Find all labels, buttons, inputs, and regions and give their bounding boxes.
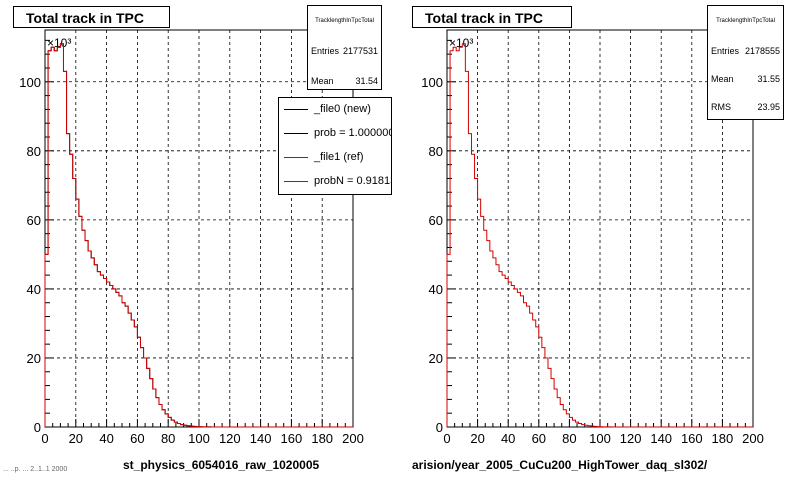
left-y-tick-label: 60 xyxy=(27,213,41,228)
right-stats-name: TracklengthInTpcTotal xyxy=(716,18,775,24)
left-mean-value: 31.54 xyxy=(355,76,378,86)
legend-swatch-probn xyxy=(284,181,308,182)
legend-label-probn: probN = 0.918137 xyxy=(314,175,391,187)
right-y-tick-label: 40 xyxy=(429,282,443,297)
right-rms-label: RMS xyxy=(711,102,731,112)
left-y-tick-label: 80 xyxy=(27,144,41,159)
right-stats-box: TracklengthInTpcTotal Entries 2178555 Me… xyxy=(707,5,784,120)
legend-entry-file1: _file1 (ref) xyxy=(279,148,391,168)
right-mean-label: Mean xyxy=(711,74,734,84)
left-x-filename: st_physics_6054016_raw_1020005 xyxy=(123,458,320,472)
right-plot: 0 20 40 60 80 100 120 140 160 180 200 0 20 40 60 80 100 ×… xyxy=(421,29,764,446)
legend-swatch-file1 xyxy=(284,157,308,158)
left-x-tick-label: 200 xyxy=(342,431,364,446)
left-x-tick-label: 120 xyxy=(219,431,241,446)
right-x-tick-label: 120 xyxy=(620,431,642,446)
left-entries-label: Entries xyxy=(311,46,340,56)
left-series-ref xyxy=(44,43,353,428)
left-stats-name: TracklengthInTpcTotal xyxy=(315,18,374,24)
legend-box: _file0 (new) prob = 1.000000 _file1 (ref… xyxy=(278,97,392,195)
right-x-tick-label: 40 xyxy=(501,431,515,446)
right-y-tick-label: 20 xyxy=(429,351,443,366)
legend-entry-probn: probN = 0.918137 xyxy=(279,172,391,192)
right-series-ref xyxy=(446,43,753,428)
left-mean-label: Mean xyxy=(311,76,334,86)
right-y-tick-label: 0 xyxy=(436,420,443,435)
legend-swatch-prob xyxy=(284,133,308,134)
right-x-tick-label: 160 xyxy=(681,431,703,446)
right-y-exponent: ×10³ xyxy=(449,36,473,50)
right-x-tick-label: 180 xyxy=(712,431,734,446)
left-y-exponent: ×10³ xyxy=(47,36,71,50)
left-y-tick-label: 0 xyxy=(34,420,41,435)
legend-entry-file0: _file0 (new) xyxy=(279,100,391,120)
left-x-tick-label: 80 xyxy=(161,431,175,446)
right-y-tick-label: 60 xyxy=(429,213,443,228)
right-y-tick-label: 80 xyxy=(429,144,443,159)
left-x-tick-label: 60 xyxy=(130,431,144,446)
right-title: Total track in TPC xyxy=(425,10,543,26)
left-stats-box: TracklengthInTpcTotal Entries 2177531 Me… xyxy=(307,5,382,90)
left-y-tick-label: 20 xyxy=(27,351,41,366)
right-stats-mean: Mean 31.55 xyxy=(711,74,780,86)
left-title-box: Total track in TPC xyxy=(13,6,170,28)
left-x-tick-label: 0 xyxy=(41,431,48,446)
right-x-tick-label: 20 xyxy=(470,431,484,446)
left-x-tick-label: 100 xyxy=(188,431,210,446)
right-x-tick-label: 140 xyxy=(650,431,672,446)
right-title-box: Total track in TPC xyxy=(412,6,572,28)
right-x-tick-label: 200 xyxy=(742,431,764,446)
right-x-tick-label: 100 xyxy=(589,431,611,446)
right-x-tick-label: 0 xyxy=(443,431,450,446)
right-y-tick-label: 100 xyxy=(421,75,443,90)
right-x-filename: arision/year_2005_CuCu200_HighTower_daq_… xyxy=(412,458,708,472)
legend-entry-prob: prob = 1.000000 xyxy=(279,124,391,144)
left-y-tick-label: 100 xyxy=(19,75,41,90)
left-x-tick-label: 180 xyxy=(311,431,333,446)
left-entries-value: 2177531 xyxy=(342,46,378,56)
right-entries-value: 2178555 xyxy=(744,46,780,56)
left-x-tick-label: 20 xyxy=(69,431,83,446)
right-stats-entries: Entries 2178555 xyxy=(711,46,780,58)
right-x-tick-label: 80 xyxy=(562,431,576,446)
right-rms-value: 23.95 xyxy=(757,102,780,112)
left-x-tick-label: 140 xyxy=(250,431,272,446)
left-stats-mean: Mean 31.54 xyxy=(311,76,378,88)
left-plot: 0 20 40 60 80 100 120 140 160 180 200 0 20 40 60 80 100 ×… xyxy=(19,29,364,446)
left-y-tick-label: 40 xyxy=(27,282,41,297)
right-mean-value: 31.55 xyxy=(757,74,780,84)
legend-label-file1: _file1 (ref) xyxy=(314,151,364,163)
legend-swatch-file0 xyxy=(284,109,308,110)
left-title: Total track in TPC xyxy=(26,10,144,26)
left-x-tick-label: 40 xyxy=(99,431,113,446)
footer-text: ... ..p. ... 2..1..1 2000 xyxy=(3,466,68,473)
right-entries-label: Entries xyxy=(711,46,740,56)
legend-label-prob: prob = 1.000000 xyxy=(314,127,392,139)
right-x-tick-label: 60 xyxy=(532,431,546,446)
left-stats-entries: Entries 2177531 xyxy=(311,46,378,58)
left-x-tick-label: 160 xyxy=(281,431,303,446)
legend-label-file0: _file0 (new) xyxy=(314,103,371,115)
right-stats-rms: RMS 23.95 xyxy=(711,102,780,114)
